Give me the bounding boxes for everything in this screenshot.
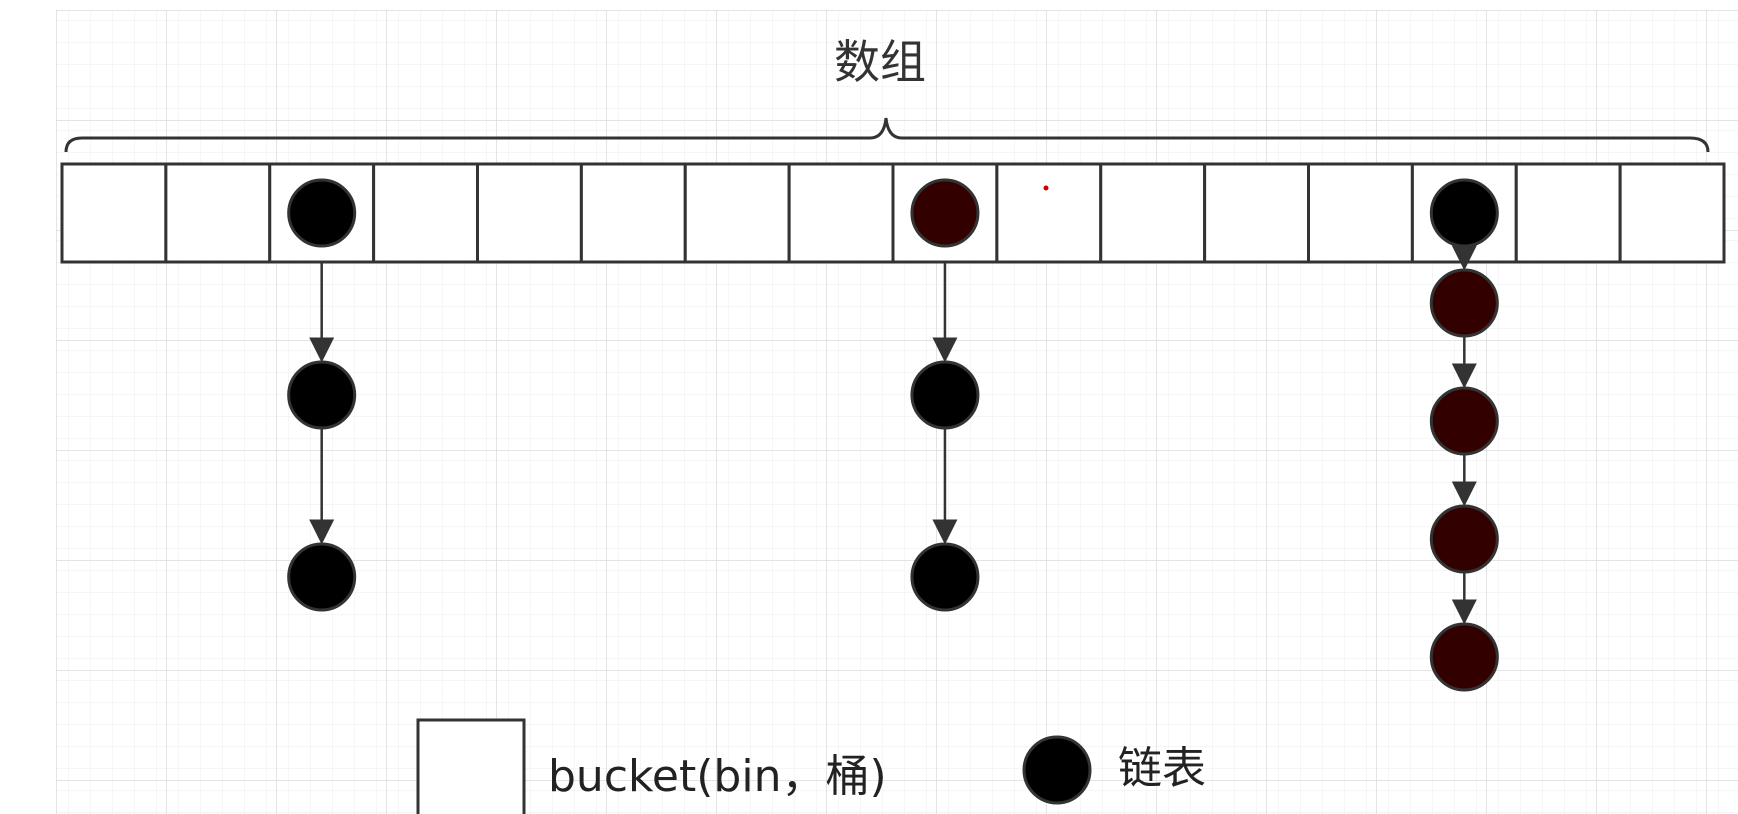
array-slot-6 bbox=[683, 162, 791, 264]
chain-node-13-2 bbox=[1429, 504, 1499, 574]
array-slot-1 bbox=[164, 162, 272, 264]
slot-node-13 bbox=[1429, 178, 1499, 248]
chain-node-2-0 bbox=[287, 360, 357, 430]
array-slot-9 bbox=[995, 162, 1103, 264]
array-slot-3 bbox=[372, 162, 479, 264]
chain-node-8-1 bbox=[910, 542, 980, 612]
array-slot-0 bbox=[60, 162, 168, 264]
array-brace bbox=[64, 117, 1710, 153]
array-slot-4 bbox=[476, 162, 583, 264]
legend-node-label: 链表 bbox=[1118, 743, 1206, 794]
stray-dot bbox=[1043, 185, 1049, 191]
chain-node-13-1 bbox=[1429, 386, 1499, 456]
array-slot-12 bbox=[1307, 162, 1414, 264]
array-slot-14 bbox=[1514, 162, 1622, 264]
chain-node-2-1 bbox=[287, 542, 357, 612]
legend-node-circle bbox=[1022, 735, 1092, 805]
chain-node-8-0 bbox=[910, 360, 980, 430]
slot-node-2 bbox=[287, 178, 357, 248]
array-slot-5 bbox=[579, 162, 687, 264]
array-title: 数组 bbox=[834, 35, 926, 89]
slot-node-8 bbox=[910, 178, 980, 248]
array-slot-11 bbox=[1203, 162, 1310, 264]
legend-bucket-square bbox=[416, 718, 526, 814]
legend-bucket-label: bucket(bin，桶) bbox=[548, 751, 887, 802]
chain-node-13-0 bbox=[1429, 268, 1499, 338]
array-slot-10 bbox=[1099, 162, 1207, 264]
chain-node-13-3 bbox=[1429, 622, 1499, 692]
array-slot-7 bbox=[787, 162, 895, 264]
array-slot-15 bbox=[1618, 162, 1726, 264]
